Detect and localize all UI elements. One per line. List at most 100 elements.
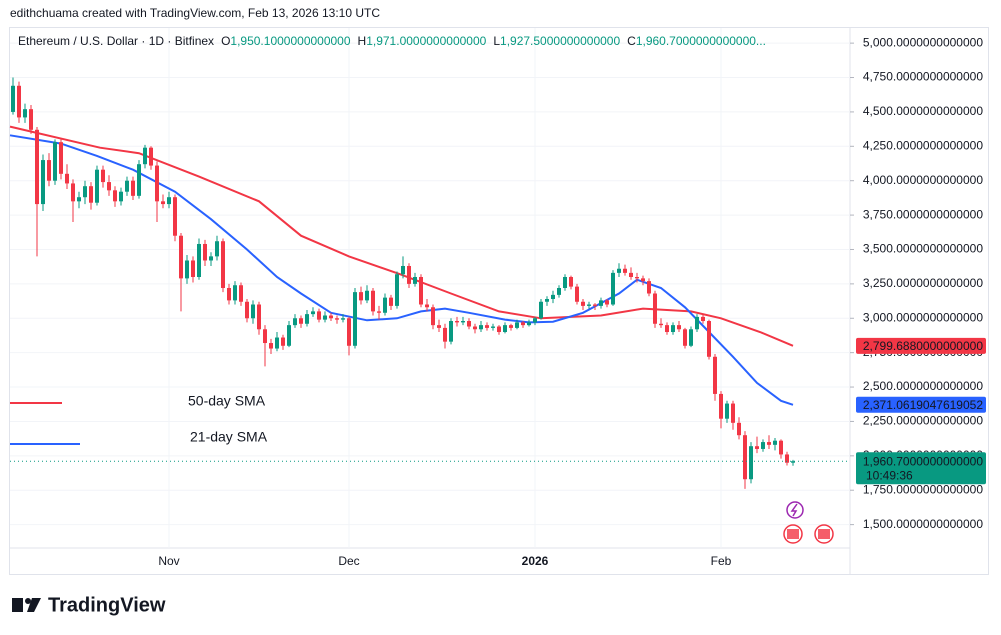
candle-body [53,142,57,181]
candle-body [635,276,639,279]
candle-body [161,201,165,205]
candle-body [227,288,231,301]
candle-body [467,321,471,327]
plot-area [9,77,795,489]
candle-body [101,169,105,183]
candle-body [413,276,417,284]
candle-body [155,165,159,202]
candle-body [107,182,111,191]
candle-body [377,311,381,313]
ohlc-label: C [627,34,636,48]
candle-body [593,304,597,306]
candle-body [389,297,393,306]
symbol-title: Ethereum / U.S. Dollar · 1D · Bitfinex [18,34,214,48]
y-tick-label: 4,000.0000000000000 [863,173,983,187]
candle-body [575,286,579,302]
candle-body [125,180,129,192]
candle-body [173,197,177,236]
candle-body [629,272,633,277]
ohlc-value: 1,960.7000000000000... [636,34,766,48]
candle-body [77,197,81,202]
candle-body [671,325,675,333]
candle-body [353,292,357,346]
candle-body [365,290,369,301]
candle-body [731,403,735,423]
candle-body [569,276,573,287]
y-tick-label: 1,750.0000000000000 [863,482,983,496]
candle-body [35,129,39,205]
candle-body [791,461,795,463]
candle-body [305,314,309,324]
candle-body [533,318,537,323]
candle-body [191,260,195,277]
candle-body [281,337,285,346]
y-tick-label: 5,000.0000000000000 [863,35,983,49]
candle-body [785,454,789,463]
candle-body [29,109,33,130]
last-price-tag [856,452,986,485]
last-price-label: 1,960.7000000000000 [863,454,983,468]
candle-body [761,442,765,449]
price-tag [856,337,986,354]
candle-body [599,300,603,306]
candle-body [383,297,387,313]
candle-body [299,318,303,324]
candle-body [17,85,21,118]
candle-body [755,446,759,449]
candle-body [479,325,483,330]
candle-body [215,241,219,257]
candle-body [695,316,699,330]
candle-body [323,315,327,320]
candle-body [179,235,183,279]
candle-body [473,326,477,330]
candle-body [611,272,615,305]
candle-body [317,311,321,320]
candle-body [779,440,783,455]
candle-body [443,327,447,342]
event-flag-icon [787,529,799,539]
chart-frame [9,27,989,575]
candle-body [245,301,249,319]
candle-body [203,243,207,261]
candle-body [275,337,279,349]
candle-body [503,325,507,333]
ohlc-value: 1,927.5000000000000 [500,34,620,48]
candle-body [257,304,261,330]
candle-body [539,301,543,319]
attribution: edithchuama created with TradingView.com… [10,6,380,20]
candle-body [185,260,189,279]
price-tag-label: 2,799.6880000000000 [863,339,983,353]
candle-body [605,300,609,305]
candle-body [143,147,147,165]
candle-body [449,321,453,342]
candle-body [269,343,273,349]
candle-body [401,265,405,275]
grid [10,28,850,548]
candle-body [359,292,363,301]
event-icon-bolt [790,503,798,517]
candle-body [239,285,243,302]
candle-body [263,329,267,344]
candle-body [647,281,651,294]
candle-body [11,85,15,112]
candle-body [329,315,333,319]
symbol-header: Ethereum / U.S. Dollar · 1D · Bitfinex O 1… [18,34,766,48]
candle-body [497,326,501,333]
candle-body [527,322,531,326]
ohlc-label: O [221,34,230,48]
candle-body [683,329,687,346]
candle-body [737,422,741,436]
candle-body [653,293,657,324]
candle-body [71,183,75,202]
candle-body [167,197,171,205]
candle-body [485,325,489,328]
candle-body [371,290,375,312]
logo-text: TradingView [48,594,166,616]
candle-body [209,256,213,261]
candle-body [749,446,753,480]
candle-body [425,304,429,308]
candle-body [563,276,567,288]
candle-body [587,304,591,306]
logo-mark [12,598,23,612]
candle-body [197,243,201,277]
